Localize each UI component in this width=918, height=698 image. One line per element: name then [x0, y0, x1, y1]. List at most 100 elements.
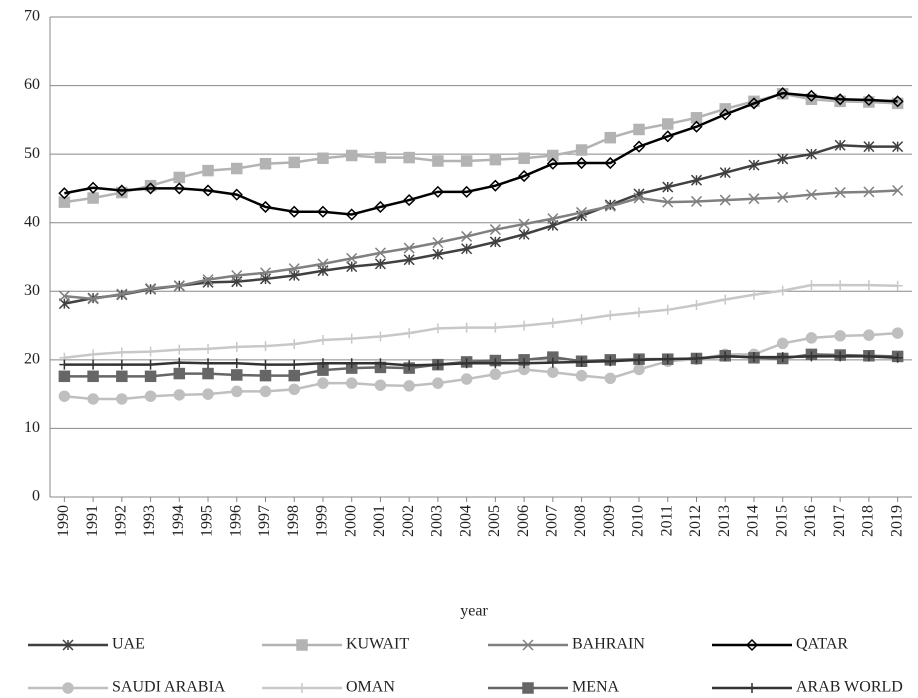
- marker: [231, 385, 243, 398]
- x-tick-label: 2018: [860, 505, 877, 537]
- marker: [863, 96, 875, 108]
- x-tick-label: 2004: [457, 505, 474, 537]
- marker: [432, 323, 443, 334]
- marker: [62, 682, 74, 694]
- marker: [173, 280, 185, 292]
- x-tick-label: 1997: [256, 505, 273, 537]
- marker: [892, 280, 903, 291]
- marker: [634, 307, 645, 318]
- marker: [202, 367, 214, 380]
- marker: [834, 187, 846, 199]
- marker: [691, 300, 702, 310]
- marker: [403, 380, 415, 392]
- x-tick-label: 2011: [658, 505, 675, 536]
- marker: [259, 385, 272, 398]
- marker: [432, 237, 444, 249]
- series-line: [64, 189, 898, 301]
- marker: [58, 370, 71, 383]
- marker: [403, 242, 415, 254]
- marker: [116, 347, 127, 358]
- marker: [522, 682, 534, 694]
- marker: [345, 208, 358, 221]
- marker: [346, 333, 357, 344]
- marker: [777, 285, 788, 296]
- marker: [346, 358, 357, 369]
- x-tick-label: 1999: [314, 505, 331, 537]
- x-tick-label: 2012: [687, 505, 704, 537]
- x-tick-label: 1996: [227, 505, 244, 537]
- y-tick-label: 60: [24, 76, 40, 93]
- x-tick-label: 2013: [716, 505, 733, 537]
- marker: [547, 357, 558, 368]
- marker: [489, 368, 502, 381]
- marker: [202, 274, 214, 286]
- marker: [115, 184, 128, 197]
- marker: [835, 280, 846, 291]
- marker: [116, 393, 128, 405]
- marker: [518, 218, 530, 230]
- marker: [288, 205, 301, 218]
- marker: [87, 393, 99, 405]
- marker: [289, 359, 300, 370]
- marker: [88, 359, 99, 370]
- marker: [375, 331, 386, 342]
- marker: [375, 358, 386, 369]
- series-line: [64, 143, 898, 305]
- marker: [345, 149, 358, 162]
- y-tick-label: 20: [24, 351, 40, 368]
- marker: [116, 288, 128, 300]
- marker: [432, 359, 443, 370]
- marker: [519, 320, 530, 331]
- marker: [805, 89, 818, 102]
- marker: [576, 206, 588, 218]
- marker: [404, 360, 415, 371]
- marker: [145, 359, 156, 370]
- marker: [835, 351, 846, 362]
- x-tick-label: 2006: [515, 505, 532, 537]
- marker: [374, 151, 387, 164]
- marker: [892, 352, 903, 363]
- marker: [288, 263, 300, 275]
- marker: [404, 328, 415, 339]
- x-tick-label: 2005: [486, 505, 503, 537]
- marker: [374, 258, 386, 270]
- legend-label: KUWAIT: [346, 636, 409, 653]
- marker: [834, 95, 846, 108]
- x-tick-label: 2010: [630, 505, 647, 537]
- marker: [719, 108, 732, 121]
- y-tick-label: 70: [24, 8, 40, 25]
- y-tick-label: 40: [24, 213, 40, 230]
- x-tick-label: 1995: [199, 505, 216, 537]
- marker: [260, 359, 271, 370]
- x-tick-label: 1990: [55, 505, 72, 537]
- marker: [632, 140, 646, 153]
- marker: [719, 167, 731, 179]
- marker: [230, 188, 243, 201]
- marker: [747, 97, 761, 110]
- marker: [518, 170, 531, 183]
- marker: [259, 157, 272, 170]
- marker: [202, 388, 214, 400]
- x-tick-label: 1994: [170, 505, 187, 537]
- marker: [461, 358, 472, 369]
- marker: [144, 370, 157, 383]
- marker: [777, 352, 788, 363]
- marker: [288, 369, 300, 382]
- marker: [604, 200, 616, 212]
- marker: [144, 390, 157, 402]
- marker: [296, 639, 308, 651]
- marker: [144, 179, 157, 192]
- marker: [260, 341, 271, 352]
- marker: [604, 372, 617, 385]
- marker: [202, 164, 214, 177]
- marker: [662, 196, 674, 208]
- marker: [805, 93, 818, 106]
- x-tick-label: 1991: [84, 505, 101, 537]
- legend-label: OMAN: [346, 679, 395, 696]
- marker: [297, 683, 307, 693]
- marker: [604, 156, 617, 170]
- marker: [863, 351, 874, 362]
- marker: [317, 152, 329, 165]
- marker: [690, 174, 703, 186]
